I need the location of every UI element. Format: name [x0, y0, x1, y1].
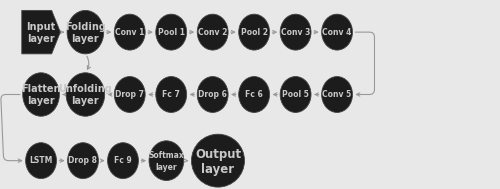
- Text: Conv 2: Conv 2: [198, 28, 228, 37]
- Ellipse shape: [238, 14, 270, 50]
- Text: LSTM: LSTM: [30, 156, 52, 165]
- Text: layer: layer: [72, 96, 99, 106]
- Text: Fc 9: Fc 9: [114, 156, 132, 165]
- Text: layer: layer: [156, 163, 177, 171]
- Ellipse shape: [149, 141, 184, 180]
- Text: layer: layer: [72, 34, 99, 44]
- Ellipse shape: [280, 14, 311, 50]
- Text: Fc 7: Fc 7: [162, 90, 180, 99]
- Ellipse shape: [192, 134, 244, 187]
- Text: Pool 2: Pool 2: [240, 28, 268, 37]
- Ellipse shape: [322, 14, 352, 50]
- Ellipse shape: [108, 143, 138, 179]
- Text: Input: Input: [26, 22, 56, 32]
- Text: layer: layer: [27, 96, 55, 106]
- Ellipse shape: [114, 14, 145, 50]
- Text: Conv 3: Conv 3: [281, 28, 310, 37]
- Text: Conv 5: Conv 5: [322, 90, 352, 99]
- Text: Softmax: Softmax: [148, 151, 184, 160]
- Text: Drop 8: Drop 8: [68, 156, 98, 165]
- Text: Conv 4: Conv 4: [322, 28, 352, 37]
- Text: Unfolding: Unfolding: [58, 84, 112, 94]
- Polygon shape: [22, 10, 60, 54]
- Ellipse shape: [322, 77, 352, 112]
- Text: Pool 5: Pool 5: [282, 90, 309, 99]
- Ellipse shape: [22, 73, 60, 116]
- Ellipse shape: [156, 14, 186, 50]
- Ellipse shape: [156, 77, 186, 112]
- Ellipse shape: [238, 77, 270, 112]
- Ellipse shape: [114, 77, 145, 112]
- Text: layer: layer: [202, 163, 234, 176]
- Ellipse shape: [197, 14, 228, 50]
- Ellipse shape: [197, 77, 228, 112]
- Text: Fc 6: Fc 6: [246, 90, 263, 99]
- Ellipse shape: [26, 143, 56, 179]
- Text: Pool 1: Pool 1: [158, 28, 184, 37]
- Ellipse shape: [280, 77, 311, 112]
- Ellipse shape: [68, 143, 98, 179]
- Text: layer: layer: [27, 34, 55, 44]
- Text: Conv 1: Conv 1: [115, 28, 144, 37]
- Text: Output: Output: [195, 148, 241, 160]
- Text: Drop 6: Drop 6: [198, 90, 227, 99]
- Ellipse shape: [66, 73, 104, 116]
- Text: Drop 7: Drop 7: [116, 90, 144, 99]
- Text: Flatten: Flatten: [22, 84, 61, 94]
- Text: Folding: Folding: [65, 22, 106, 32]
- Ellipse shape: [67, 10, 104, 54]
